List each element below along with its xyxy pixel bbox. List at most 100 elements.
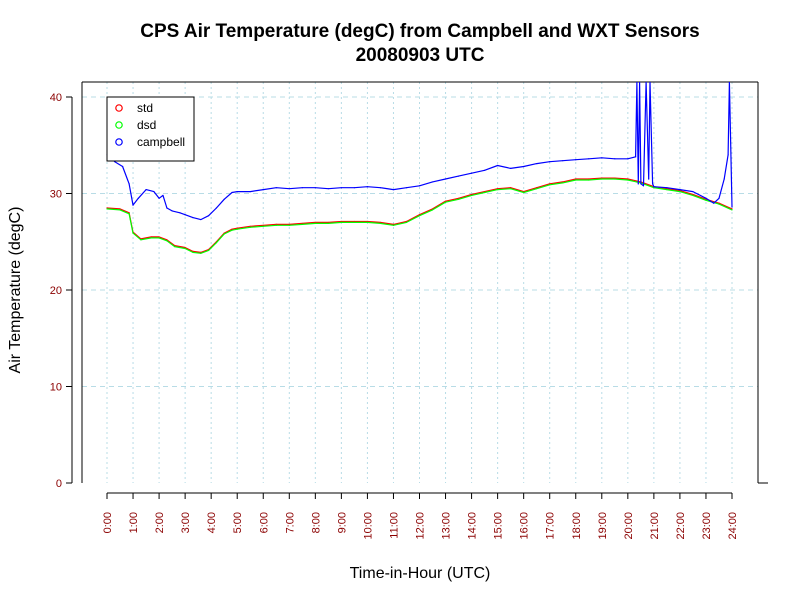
data-point-dsd (536, 188, 538, 190)
data-point-campbell (192, 217, 194, 219)
x-tick-label: 9:00 (336, 512, 348, 533)
data-point-dsd (366, 221, 369, 224)
data-point-dsd (457, 198, 460, 200)
data-point-std (150, 236, 152, 238)
legend: std dsd campbell (106, 96, 195, 162)
series-layer (106, 82, 733, 254)
data-point-dsd (588, 179, 590, 181)
data-point-dsd (601, 178, 603, 180)
data-point-dsd (705, 199, 707, 201)
data-point-dsd (627, 179, 629, 181)
data-point-dsd (510, 188, 512, 190)
x-tick-label: 13:00 (441, 512, 453, 540)
data-point-campbell (171, 210, 173, 212)
chart-title: CPS Air Temperature (degC) from Campbell… (140, 21, 700, 42)
data-point-dsd (192, 251, 194, 253)
data-point-std (379, 221, 382, 224)
data-point-dsd (444, 201, 447, 203)
data-point-dsd (470, 194, 473, 197)
data-point-campbell (392, 189, 395, 191)
data-point-campbell (484, 169, 486, 171)
data-point-std (314, 221, 316, 224)
data-point-std (601, 177, 603, 179)
y-tick-label: 0 (56, 478, 62, 490)
data-point-campbell (353, 187, 355, 189)
data-point-campbell (122, 165, 124, 168)
data-point-dsd (119, 209, 121, 211)
x-tick-label: 8:00 (310, 512, 322, 533)
data-point-campbell (692, 190, 694, 193)
data-point-campbell (562, 160, 564, 162)
data-point-campbell (727, 154, 729, 156)
data-point-dsd (249, 226, 251, 228)
data-point-dsd (184, 247, 186, 250)
legend-label-dsd: dsd (137, 118, 156, 132)
data-point-campbell (145, 189, 147, 191)
data-point-std (366, 220, 369, 223)
data-point-campbell (637, 183, 639, 185)
legend-box (106, 96, 195, 162)
x-tick-label: 24:00 (727, 512, 739, 540)
data-point-campbell (158, 197, 160, 199)
data-point-campbell (614, 158, 616, 160)
data-point-campbell (713, 202, 715, 204)
data-point-campbell (575, 159, 577, 161)
x-tick-label: 23:00 (701, 512, 713, 540)
data-point-campbell (642, 185, 645, 187)
data-point-dsd (215, 242, 217, 244)
data-point-campbell (327, 188, 329, 190)
data-point-campbell (418, 185, 421, 187)
data-point-std (510, 187, 512, 189)
data-point-dsd (262, 225, 264, 227)
data-point-campbell (431, 181, 434, 183)
data-point-std (249, 225, 251, 227)
data-point-campbell (314, 187, 316, 189)
data-point-campbell (638, 82, 641, 83)
data-point-dsd (200, 252, 202, 254)
x-tick-label: 20:00 (623, 512, 635, 540)
data-point-campbell (215, 207, 217, 209)
data-point-dsd (692, 194, 694, 197)
data-point-campbell (649, 82, 651, 83)
data-point-campbell (444, 178, 447, 180)
data-point-campbell (301, 187, 303, 189)
x-tick-label: 16:00 (519, 512, 531, 540)
x-tick-label: 10:00 (362, 512, 374, 540)
data-point-campbell (645, 82, 647, 83)
data-point-dsd (405, 221, 408, 224)
data-point-campbell (249, 190, 251, 193)
data-point-campbell (588, 158, 590, 160)
data-point-campbell (162, 194, 164, 197)
data-point-campbell (636, 82, 638, 83)
x-tick-label: 22:00 (675, 512, 687, 540)
x-tick-label: 21:00 (649, 512, 661, 540)
chart-subtitle: 20080903 UTC (356, 45, 485, 66)
data-point-dsd (140, 239, 142, 241)
data-point-dsd (275, 224, 277, 226)
data-point-campbell (718, 197, 720, 199)
y-tick-label: 10 (50, 382, 62, 394)
data-point-dsd (562, 182, 564, 184)
data-point-dsd (484, 191, 486, 194)
data-point-campbell (405, 187, 408, 189)
x-tick-label: 3:00 (180, 512, 192, 533)
data-point-campbell (366, 186, 369, 188)
data-point-campbell (236, 190, 238, 193)
x-tick-label: 12:00 (415, 512, 427, 540)
data-point-campbell (640, 183, 642, 185)
data-point-dsd (158, 237, 160, 239)
data-point-dsd (132, 232, 134, 234)
y-tick-label: 20 (50, 285, 62, 297)
data-point-std (588, 178, 590, 180)
y-axis-label: Air Temperature (degC) (7, 207, 24, 374)
data-point-campbell (728, 82, 730, 83)
data-point-campbell (231, 191, 233, 194)
data-point-dsd (231, 229, 233, 231)
data-point-campbell (497, 164, 499, 167)
data-point-campbell (200, 218, 202, 221)
data-point-std (327, 221, 329, 224)
series-line-campbell (106, 82, 733, 221)
data-point-dsd (128, 213, 130, 215)
data-point-campbell (666, 187, 668, 189)
